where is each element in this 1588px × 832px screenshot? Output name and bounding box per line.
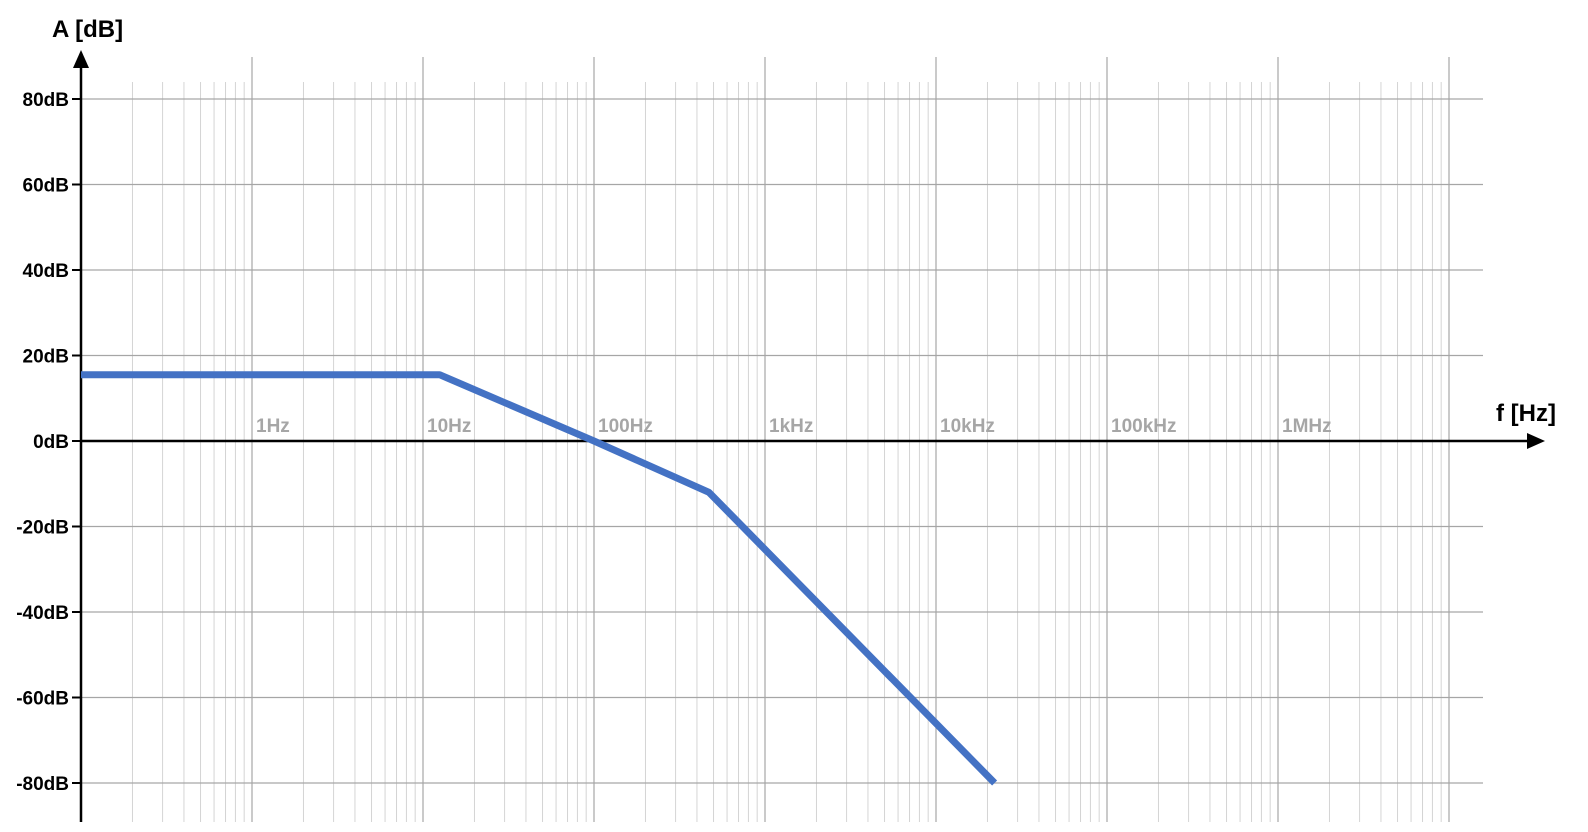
x-tick-label: 1Hz bbox=[256, 416, 290, 437]
x-axis-arrow-icon bbox=[1527, 433, 1545, 449]
y-tick-label: -80dB bbox=[16, 774, 69, 795]
grid bbox=[81, 57, 1483, 822]
x-axis-title: f [Hz] bbox=[1496, 400, 1556, 427]
tick-labels: 80dB 60dB 40dB 20dB 0dB -20dB -40dB -60dB -80dB 1… bbox=[16, 90, 1331, 795]
x-tick-label: 1MHz bbox=[1282, 416, 1332, 437]
series-line bbox=[81, 371, 998, 786]
x-tick-label: 1kHz bbox=[769, 416, 813, 437]
y-tick-label: 20dB bbox=[23, 347, 69, 368]
x-tick-label: 10kHz bbox=[940, 416, 995, 437]
x-tick-label: 100kHz bbox=[1111, 416, 1177, 437]
y-tick-label: 0dB bbox=[33, 432, 69, 453]
y-tick-label: 40dB bbox=[23, 261, 69, 282]
y-axis-arrow-icon bbox=[73, 50, 89, 68]
y-tick-label: -40dB bbox=[16, 603, 69, 624]
x-tick-label: 10Hz bbox=[427, 416, 471, 437]
y-tick-label: 80dB bbox=[23, 90, 69, 111]
y-tick-label: -60dB bbox=[16, 689, 69, 710]
y-tick-label: -20dB bbox=[16, 518, 69, 539]
y-tick-label: 60dB bbox=[23, 176, 69, 197]
x-tick-label: 100Hz bbox=[598, 416, 653, 437]
axes bbox=[73, 50, 1545, 822]
series bbox=[81, 371, 998, 786]
y-axis-title: A [dB] bbox=[52, 16, 123, 43]
